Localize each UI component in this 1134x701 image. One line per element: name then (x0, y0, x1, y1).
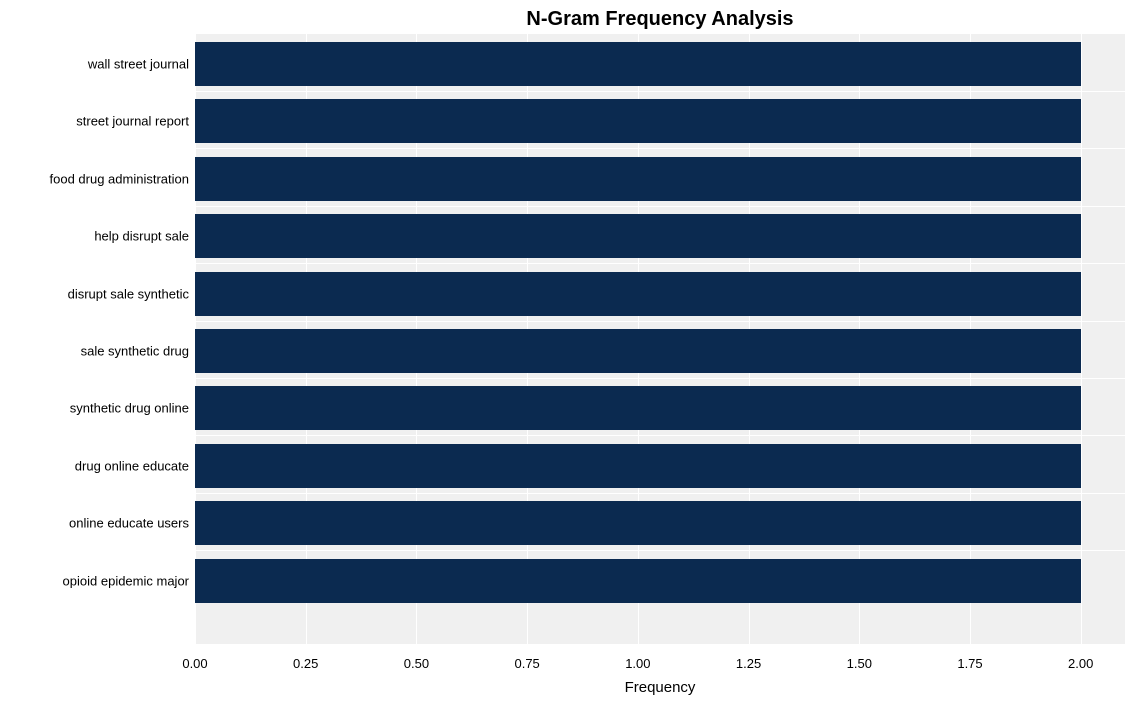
x-tick-label: 1.00 (625, 656, 650, 671)
bar (195, 99, 1081, 143)
y-tick-label: drug online educate (75, 458, 189, 473)
row-separator (195, 263, 1125, 264)
chart-title: N-Gram Frequency Analysis (195, 8, 1125, 31)
x-tick-label: 0.00 (182, 656, 207, 671)
row-separator (195, 91, 1125, 92)
row-separator (195, 435, 1125, 436)
y-tick-label: sale synthetic drug (81, 344, 189, 359)
row-separator (195, 206, 1125, 207)
bar (195, 157, 1081, 201)
x-tick-label: 2.00 (1068, 656, 1093, 671)
plot-area (195, 34, 1125, 644)
row-separator (195, 321, 1125, 322)
grid-band-tail (195, 608, 1125, 644)
x-axis-label: Frequency (195, 679, 1125, 696)
bar (195, 501, 1081, 545)
y-tick-label: help disrupt sale (94, 229, 189, 244)
x-tick-label: 1.75 (957, 656, 982, 671)
y-tick-label: disrupt sale synthetic (68, 286, 189, 301)
bar (195, 214, 1081, 258)
bar (195, 42, 1081, 86)
row-separator (195, 550, 1125, 551)
y-tick-label: street journal report (76, 114, 189, 129)
bar (195, 559, 1081, 603)
x-tick-label: 0.25 (293, 656, 318, 671)
row-separator (195, 378, 1125, 379)
row-separator (195, 148, 1125, 149)
bar (195, 386, 1081, 430)
y-tick-label: food drug administration (50, 171, 189, 186)
bar (195, 444, 1081, 488)
y-tick-label: online educate users (69, 516, 189, 531)
bar (195, 329, 1081, 373)
bar (195, 272, 1081, 316)
y-tick-label: opioid epidemic major (63, 573, 189, 588)
y-tick-label: synthetic drug online (70, 401, 189, 416)
row-separator (195, 493, 1125, 494)
x-tick-label: 0.50 (404, 656, 429, 671)
x-tick-label: 1.25 (736, 656, 761, 671)
x-tick-label: 1.50 (847, 656, 872, 671)
y-tick-label: wall street journal (88, 57, 189, 72)
grid-line (1081, 34, 1082, 644)
chart-container: N-Gram Frequency Analysis Frequency wall… (0, 0, 1134, 701)
x-tick-label: 0.75 (514, 656, 539, 671)
